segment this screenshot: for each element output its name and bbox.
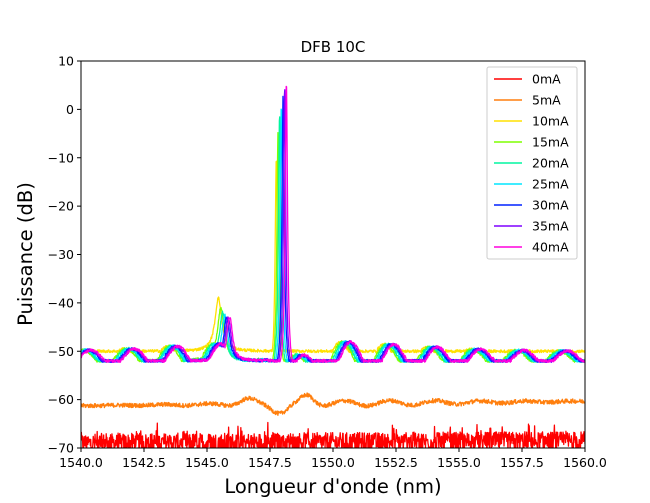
x-tick-label: 1552.5	[374, 455, 418, 470]
legend-box	[486, 66, 578, 260]
series-layer	[81, 85, 585, 448]
legend-label: 10mA	[532, 114, 569, 129]
legend-label: 15mA	[532, 135, 569, 150]
x-tick-label: 1560.0	[563, 455, 607, 470]
x-tick-label: 1547.5	[248, 455, 292, 470]
y-tick-label: −50	[48, 344, 74, 359]
legend-label: 5mA	[532, 93, 561, 108]
y-tick-label: 10	[58, 54, 74, 69]
y-tick-label: 0	[66, 102, 74, 117]
legend-label: 0mA	[532, 72, 561, 87]
y-tick-label: −70	[48, 441, 74, 456]
x-tick-label: 1545.0	[185, 455, 229, 470]
x-axis-ticks: 1540.0 1542.5 1545.0 1547.5 1550.0 1552.5 1555…	[59, 448, 607, 470]
y-axis-label: Puissance (dB)	[14, 182, 37, 326]
y-tick-label: −40	[48, 295, 74, 310]
series-line-40mA	[81, 85, 585, 364]
y-tick-label: −10	[48, 150, 74, 165]
legend: 0mA 5mA 10mA 15mA 20mA 25mA 30mA 35mA 40mA	[486, 66, 578, 260]
x-tick-label: 1557.5	[500, 455, 544, 470]
series-line-0mA	[81, 421, 585, 448]
x-axis-label: Longueur d'onde (nm)	[224, 475, 441, 498]
x-tick-label: 1555.0	[437, 455, 481, 470]
legend-label: 25mA	[532, 177, 569, 192]
y-axis-ticks: 10 0 −10 −20 −30 −40 −50 −60 −70	[48, 54, 81, 456]
y-tick-label: −20	[48, 199, 74, 214]
x-tick-label: 1542.5	[122, 455, 166, 470]
x-tick-label: 1550.0	[311, 455, 355, 470]
legend-entries: 0mA 5mA 10mA 15mA 20mA 25mA 30mA 35mA 40mA	[494, 72, 569, 255]
legend-label: 35mA	[532, 219, 569, 234]
legend-label: 30mA	[532, 198, 569, 213]
x-tick-label: 1540.0	[59, 455, 103, 470]
legend-label: 40mA	[532, 240, 569, 255]
series-line-5mA	[81, 392, 585, 416]
chart-title: DFB 10C	[301, 38, 366, 56]
legend-label: 20mA	[532, 156, 569, 171]
y-tick-label: −60	[48, 392, 74, 407]
y-tick-label: −30	[48, 247, 74, 262]
